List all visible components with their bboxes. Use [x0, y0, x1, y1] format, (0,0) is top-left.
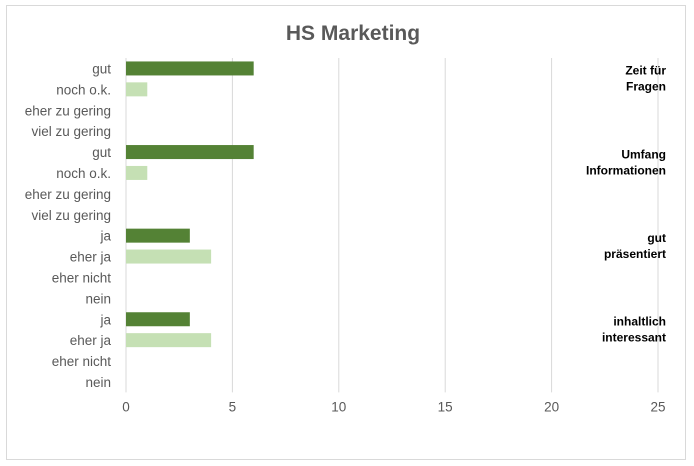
group-label: gut: [647, 231, 666, 245]
bar: [126, 312, 190, 327]
group-label: interessant: [602, 331, 666, 345]
x-tick-label: 25: [650, 399, 665, 414]
x-tick-label: 0: [122, 399, 130, 414]
group-label: Umfang: [621, 147, 666, 161]
bar: [126, 61, 254, 76]
category-label: eher zu gering: [25, 103, 111, 118]
category-label: eher ja: [70, 333, 112, 348]
category-label: nein: [85, 291, 111, 306]
category-label: gut: [92, 61, 111, 76]
group-label: Informationen: [586, 163, 666, 177]
group-label: Zeit für: [625, 64, 666, 78]
category-label: nein: [85, 375, 111, 390]
category-label: eher nicht: [52, 354, 112, 369]
category-label: gut: [92, 145, 111, 160]
bar: [126, 82, 148, 97]
category-label: noch o.k.: [56, 166, 111, 181]
category-label: eher zu gering: [25, 187, 111, 202]
category-label: noch o.k.: [56, 82, 111, 97]
x-tick-label: 15: [438, 399, 453, 414]
group-label: Fragen: [626, 80, 666, 94]
x-tick-label: 20: [544, 399, 559, 414]
group-label: inhaltlich: [613, 315, 666, 329]
category-label: ja: [99, 229, 111, 244]
chart-title: HS Marketing: [286, 22, 420, 45]
x-tick-labels: 0 5 10 15 20 25: [122, 399, 665, 414]
category-label: eher nicht: [52, 270, 112, 285]
bar: [126, 333, 212, 348]
bar: [126, 165, 148, 180]
category-label: viel zu gering: [31, 208, 111, 223]
category-label: eher ja: [70, 250, 112, 265]
bar: [126, 249, 212, 264]
chart-frame: [6, 5, 686, 460]
category-label: viel zu gering: [31, 124, 111, 139]
category-labels: gut noch o.k. eher zu gering viel zu gering…: [25, 61, 112, 390]
x-tick-label: 5: [229, 399, 237, 414]
x-tick-label: 10: [331, 399, 346, 414]
group-label: präsentiert: [604, 247, 666, 261]
bars: [126, 61, 254, 348]
bar: [126, 228, 190, 243]
bar: [126, 145, 254, 160]
category-label: ja: [99, 312, 111, 327]
group-labels: Zeit für Fragen Umfang Informationen gut präs…: [586, 64, 666, 345]
